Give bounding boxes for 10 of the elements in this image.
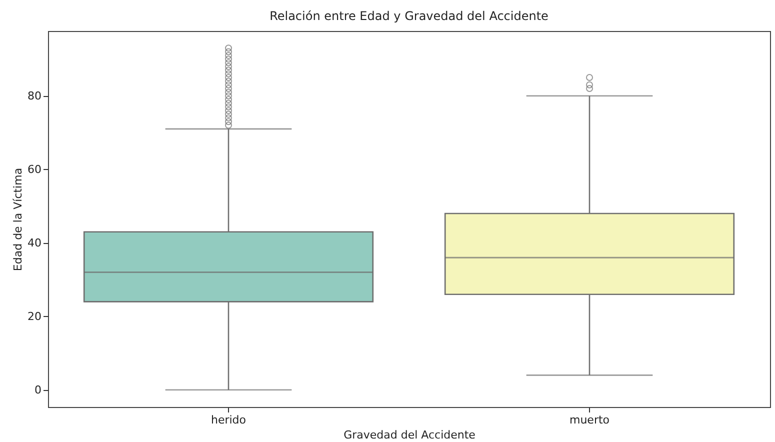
y-tick-label: 60 bbox=[28, 162, 42, 176]
y-tick-label: 0 bbox=[34, 383, 42, 396]
chart-title: Relación entre Edad y Gravedad del Accidente bbox=[270, 9, 548, 23]
y-tick-label: 80 bbox=[28, 89, 42, 102]
y-tick-label: 40 bbox=[28, 236, 42, 250]
x-tick-label: muerto bbox=[569, 414, 610, 426]
y-axis-title: Edad de la Víctima bbox=[12, 168, 25, 272]
x-axis-title: Gravedad del Accidente bbox=[344, 428, 476, 442]
x-tick-label: herido bbox=[210, 414, 246, 426]
y-tick-label: 20 bbox=[28, 310, 42, 323]
